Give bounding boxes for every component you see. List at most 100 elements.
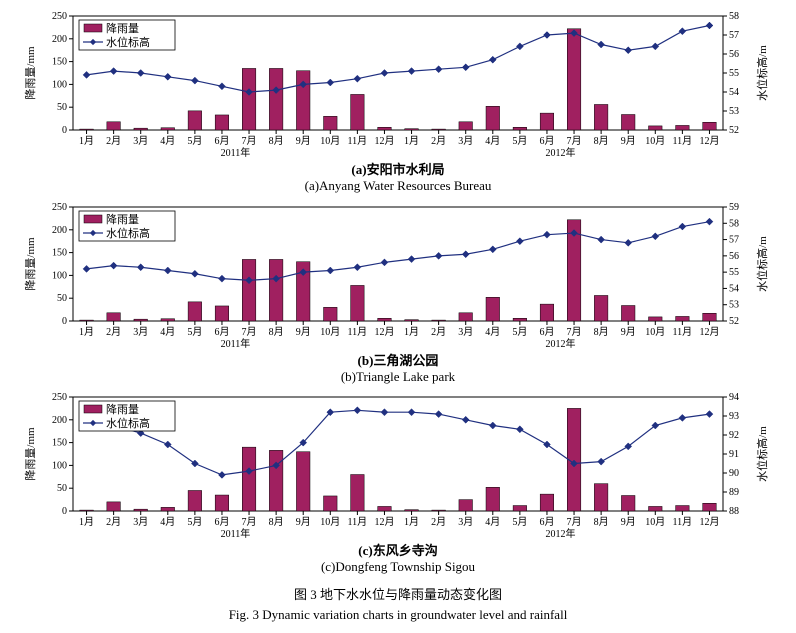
bar: [351, 94, 365, 130]
svg-text:2011年: 2011年: [221, 146, 251, 159]
water-level-line: [87, 410, 710, 475]
svg-text:11月: 11月: [348, 516, 368, 528]
bar: [486, 487, 500, 511]
svg-text:53: 53: [729, 106, 739, 117]
svg-text:150: 150: [52, 57, 67, 68]
level-marker: [679, 414, 686, 421]
svg-text:9月: 9月: [621, 516, 636, 528]
bar: [621, 495, 635, 511]
level-marker: [408, 255, 415, 262]
svg-text:3月: 3月: [133, 326, 148, 338]
chart-panel-b: 05010015020025052535455565758591月2月3月4月5…: [18, 201, 778, 386]
bar: [486, 106, 500, 130]
y-left-label: 降雨量/mm: [23, 46, 37, 100]
level-marker: [625, 239, 632, 246]
bar: [459, 312, 473, 320]
chart-panel-c: 050100150200250888990919293941月2月3月4月5月6…: [18, 391, 778, 576]
level-marker: [83, 265, 90, 272]
chart-a: 050100150200250525354555657581月2月3月4月5月6…: [18, 10, 778, 160]
panel-title-b: (b)三角湖公园(b)Triangle Lake park: [18, 353, 778, 386]
svg-text:1月: 1月: [404, 135, 419, 147]
svg-text:0: 0: [62, 125, 67, 136]
bar: [188, 301, 202, 320]
svg-text:2012年: 2012年: [546, 146, 576, 159]
svg-text:降雨量: 降雨量: [106, 402, 139, 416]
svg-text:8月: 8月: [269, 135, 284, 147]
svg-text:11月: 11月: [673, 516, 693, 528]
legend: 降雨量水位标高: [79, 401, 175, 431]
bar: [405, 129, 419, 130]
svg-text:10月: 10月: [320, 326, 340, 338]
level-marker: [598, 458, 605, 465]
bar: [676, 506, 690, 511]
svg-text:2012年: 2012年: [546, 527, 576, 540]
level-marker: [489, 245, 496, 252]
svg-text:11月: 11月: [673, 135, 693, 147]
svg-text:50: 50: [57, 102, 67, 113]
svg-text:56: 56: [729, 49, 739, 60]
legend: 降雨量水位标高: [79, 20, 175, 50]
svg-text:57: 57: [729, 234, 739, 245]
level-marker: [625, 47, 632, 54]
svg-text:4月: 4月: [485, 326, 500, 338]
svg-text:降雨量: 降雨量: [106, 212, 139, 226]
bar: [351, 475, 365, 511]
level-marker: [408, 68, 415, 75]
svg-text:12月: 12月: [374, 326, 394, 338]
bar: [107, 122, 121, 130]
svg-text:8月: 8月: [594, 326, 609, 338]
bar: [80, 320, 94, 321]
chart-c: 050100150200250888990919293941月2月3月4月5月6…: [18, 391, 778, 541]
bar: [161, 507, 175, 511]
svg-text:200: 200: [52, 224, 67, 235]
level-marker: [191, 270, 198, 277]
bar: [432, 320, 446, 321]
svg-text:10月: 10月: [320, 516, 340, 528]
level-marker: [706, 218, 713, 225]
svg-text:8月: 8月: [594, 135, 609, 147]
svg-text:2011年: 2011年: [221, 527, 251, 540]
svg-text:9月: 9月: [296, 516, 311, 528]
bar: [269, 450, 283, 511]
svg-text:3月: 3月: [458, 516, 473, 528]
bar: [594, 295, 608, 321]
svg-text:降雨量: 降雨量: [106, 21, 139, 35]
svg-text:6月: 6月: [539, 516, 554, 528]
bar: [378, 127, 392, 130]
panel-title-c: (c)东风乡寺沟(c)Dongfeng Township Sigou: [18, 543, 778, 576]
svg-text:7月: 7月: [567, 516, 582, 528]
svg-text:91: 91: [729, 449, 739, 460]
bar: [676, 316, 690, 321]
level-marker: [435, 252, 442, 259]
svg-text:7月: 7月: [242, 516, 257, 528]
bar: [432, 510, 446, 511]
svg-text:92: 92: [729, 430, 739, 441]
svg-text:4月: 4月: [160, 516, 175, 528]
bar: [188, 111, 202, 130]
bar: [324, 116, 338, 130]
bar: [242, 447, 256, 511]
svg-text:4月: 4月: [160, 135, 175, 147]
level-marker: [652, 232, 659, 239]
svg-text:5月: 5月: [512, 516, 527, 528]
level-marker: [462, 64, 469, 71]
bar: [540, 113, 554, 130]
bar: [378, 506, 392, 511]
level-marker: [516, 43, 523, 50]
svg-text:2月: 2月: [431, 516, 446, 528]
svg-text:250: 250: [52, 202, 67, 213]
y-left-label: 降雨量/mm: [23, 236, 37, 290]
level-marker: [327, 267, 334, 274]
level-marker: [381, 409, 388, 416]
bar: [296, 452, 310, 511]
level-marker: [598, 236, 605, 243]
bar: [432, 129, 446, 130]
svg-text:150: 150: [52, 247, 67, 258]
level-marker: [706, 411, 713, 418]
level-marker: [381, 258, 388, 265]
svg-text:88: 88: [729, 506, 739, 517]
figure-caption: 图 3 地下水水位与降雨量动态变化图 Fig. 3 Dynamic variat…: [10, 584, 786, 623]
level-marker: [110, 68, 117, 75]
bar: [405, 510, 419, 511]
level-marker: [137, 263, 144, 270]
